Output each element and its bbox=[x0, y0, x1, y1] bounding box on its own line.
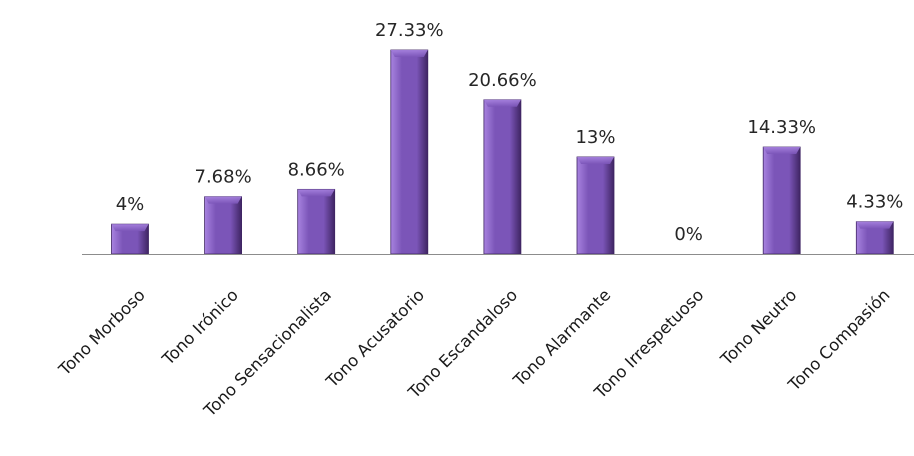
category-label-tono-alarmante: Tono Alarmante bbox=[509, 285, 614, 390]
bar-cap-tono-ironico bbox=[204, 196, 242, 204]
category-label-tono-neutro: Tono Neutro bbox=[716, 285, 800, 369]
bar-tono-escandaloso bbox=[483, 99, 522, 255]
bar-body-tono-acusatorio bbox=[390, 49, 429, 255]
bar-tono-morboso bbox=[111, 223, 149, 255]
bar-cap-tono-morboso bbox=[111, 224, 149, 232]
bar-body-tono-neutro bbox=[762, 146, 801, 255]
bar-cap-tono-neutro bbox=[763, 147, 801, 155]
bar-cap-tono-escandaloso bbox=[483, 99, 521, 107]
bar-tono-alarmante bbox=[576, 156, 615, 255]
data-label-tono-morboso: 4% bbox=[116, 194, 145, 215]
bar-cap-tono-compasion bbox=[856, 221, 894, 229]
category-label-tono-acusatorio: Tono Acusatorio bbox=[322, 285, 428, 391]
bar-tono-compasion bbox=[855, 221, 894, 255]
bar-body-tono-sensacionalista bbox=[297, 188, 336, 255]
bar-cap-tono-alarmante bbox=[577, 156, 614, 164]
data-label-tono-ironico: 7.68% bbox=[195, 167, 252, 188]
bar-body-tono-alarmante bbox=[576, 156, 615, 255]
category-label-tono-ironico: Tono Irónico bbox=[158, 285, 242, 369]
bar-tono-neutro bbox=[762, 146, 801, 255]
bar-tono-ironico bbox=[204, 196, 243, 255]
data-label-tono-alarmante: 13% bbox=[575, 127, 615, 148]
category-label-tono-morboso: Tono Morboso bbox=[54, 285, 148, 379]
value-labels-layer: 4% 7.68% 8.66% 27.33% 20.66% 13% 0% 14.33% 4.33% bbox=[116, 20, 904, 245]
bar-tono-acusatorio bbox=[390, 49, 429, 255]
bars-layer bbox=[111, 49, 894, 255]
data-label-tono-escandaloso: 20.66% bbox=[468, 70, 537, 91]
category-label-tono-compasion: Tono Compasión bbox=[784, 285, 894, 395]
data-label-tono-acusatorio: 27.33% bbox=[375, 20, 444, 41]
data-label-tono-irrespetuoso: 0% bbox=[674, 224, 703, 245]
bar-body-tono-escandaloso bbox=[483, 99, 522, 255]
bar-body-tono-ironico bbox=[204, 196, 243, 255]
bar-cap-tono-sensacionalista bbox=[297, 189, 335, 197]
bar-tono-sensacionalista bbox=[297, 188, 336, 255]
data-label-tono-compasion: 4.33% bbox=[846, 192, 903, 213]
bar-cap-tono-acusatorio bbox=[390, 50, 428, 57]
data-label-tono-neutro: 14.33% bbox=[747, 117, 816, 138]
data-label-tono-sensacionalista: 8.66% bbox=[288, 159, 345, 180]
